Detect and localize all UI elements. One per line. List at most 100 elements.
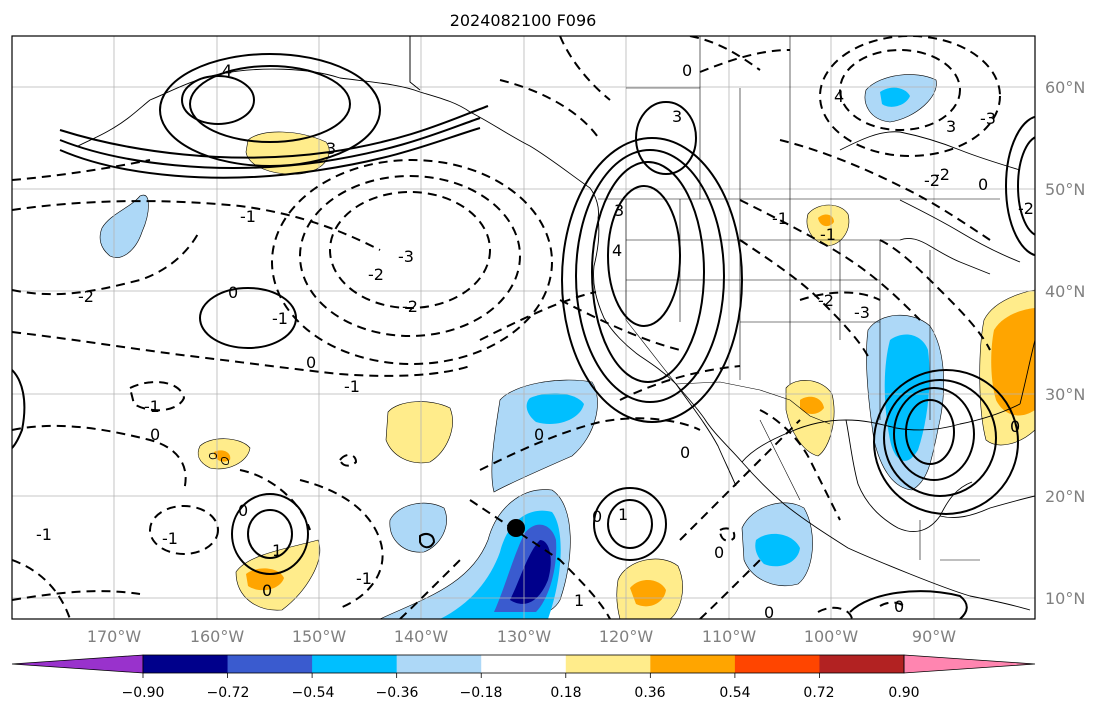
map-panel: 4 3 -1 -2 0 -1 -3 -2 0 -1 0 -2 -1 0 0 1 … xyxy=(11,35,1036,622)
coastlines xyxy=(77,36,1035,611)
contour-label: 3 xyxy=(672,107,682,126)
contour-label: 1 xyxy=(574,591,584,610)
colorbar-tick-label: 0.90 xyxy=(888,685,919,701)
colorbar-tick-label: −0.72 xyxy=(207,685,250,701)
contour-label: 0 xyxy=(680,443,690,462)
colorbar-tick-label: −0.18 xyxy=(460,685,503,701)
colorbar-ticks: −0.90 −0.72 −0.54 −0.36 −0.18 0.18 0.36 … xyxy=(122,685,920,701)
contour-label: 0 xyxy=(534,425,544,444)
contour-label: 1 xyxy=(618,505,628,524)
contour-label: -3 xyxy=(980,109,996,128)
contour-label: -1 xyxy=(356,569,372,588)
contour-label: -2 xyxy=(934,165,950,184)
shade-negative-140w xyxy=(389,502,447,553)
colorbar-tick-label: −0.54 xyxy=(292,685,335,701)
contour-label: -2 xyxy=(368,265,384,284)
colorbar-tick-label: −0.90 xyxy=(122,685,165,701)
colorbar-frame xyxy=(142,654,905,674)
map-frame xyxy=(11,35,1036,620)
contour-label: 0 xyxy=(1010,417,1020,436)
contour-label: 0 xyxy=(592,507,602,526)
contour-label: 4 xyxy=(222,61,232,80)
lat-label: 30°N xyxy=(1045,385,1085,404)
contour-label: 0 xyxy=(682,61,692,80)
shade-negative-cp-south-d xyxy=(510,540,551,604)
lon-label: 130°W xyxy=(497,627,552,646)
contour-label: 0 xyxy=(894,597,904,616)
contour-label: 0 xyxy=(764,603,774,622)
lon-label: 120°W xyxy=(599,627,654,646)
shade-negative-mexico-core xyxy=(755,533,800,567)
lon-label: 140°W xyxy=(394,627,449,646)
contour-label: -1 xyxy=(162,529,178,548)
shade-positive-ep-core xyxy=(630,579,666,607)
contour-label: 3 xyxy=(614,201,624,220)
contour-label: -1 xyxy=(344,377,360,396)
shade-negative-np xyxy=(99,194,149,258)
colorbar-extend-high xyxy=(903,654,1036,674)
contour-label: -2 xyxy=(1018,199,1034,218)
contour-label: -2 xyxy=(78,287,94,306)
shade-negative-cp-north-core xyxy=(526,393,584,424)
shade-positive-texas-core xyxy=(800,396,824,414)
colorbar xyxy=(11,654,1036,678)
contour-label: -2 xyxy=(402,297,418,316)
lat-label: 40°N xyxy=(1045,282,1085,301)
colorbar-segment xyxy=(312,655,398,673)
shade-positive-cp xyxy=(385,401,453,464)
colorbar-segment xyxy=(650,655,736,673)
contour-label: -1 xyxy=(772,209,788,228)
colorbar-tick-label: 0.18 xyxy=(550,685,581,701)
station-marker xyxy=(507,519,525,537)
lat-label: 50°N xyxy=(1045,180,1085,199)
gridlines xyxy=(12,36,1035,619)
contour-label: -1 xyxy=(144,397,160,416)
contour-label: 0 xyxy=(238,501,248,520)
contour-label: 3 xyxy=(946,117,956,136)
lon-label: 100°W xyxy=(804,627,859,646)
borders xyxy=(409,36,1000,561)
shaded-anomalies xyxy=(99,74,1035,619)
lat-label: 10°N xyxy=(1045,589,1085,608)
contour-label: 0 xyxy=(714,543,724,562)
shade-negative-canada-core xyxy=(880,87,910,107)
contour-label: -1 xyxy=(240,207,256,226)
contour-label: -1 xyxy=(820,225,836,244)
latitude-labels: 60°N 50°N 40°N 30°N 20°N 10°N xyxy=(1045,78,1085,608)
colorbar-tick-label: −0.36 xyxy=(376,685,419,701)
colorbar-tick-label: 0.36 xyxy=(634,685,665,701)
contour-label: -1 xyxy=(272,309,288,328)
shade-positive-midwest-core xyxy=(818,214,834,227)
longitude-labels: 170°W 160°W 150°W 140°W 130°W 120°W 110°… xyxy=(87,627,956,646)
colorbar-extend-low xyxy=(11,654,144,674)
colorbar-segment xyxy=(819,655,905,673)
contour-label: 0 xyxy=(978,175,988,194)
colorbar-tick-label: 0.54 xyxy=(719,685,750,701)
colorbar-segment xyxy=(734,655,820,673)
lat-label: 20°N xyxy=(1045,487,1085,506)
contour-label: -1 xyxy=(36,525,52,544)
figure-title: 2024082100 F096 xyxy=(450,11,597,30)
lon-label: 110°W xyxy=(702,627,757,646)
contour-label: 3 xyxy=(326,139,336,158)
contour-label: 1 xyxy=(272,541,282,560)
colorbar-segment xyxy=(396,655,482,673)
shade-negative-gulf-core xyxy=(884,334,930,461)
contour-label: 0 xyxy=(262,581,272,600)
contour-labels: 4 3 -1 -2 0 -1 -3 -2 0 -1 0 -2 -1 0 0 1 … xyxy=(36,61,1034,622)
contour-label: 0 xyxy=(306,353,316,372)
colorbar-segment xyxy=(143,655,229,673)
contour-label: 4 xyxy=(612,241,622,260)
colorbar-segment xyxy=(481,655,567,673)
colorbar-segment xyxy=(565,655,651,673)
shade-positive-hawaii-core xyxy=(214,450,231,462)
contour-label: -3 xyxy=(854,303,870,322)
lat-label: 60°N xyxy=(1045,78,1085,97)
colorbar-segment xyxy=(227,655,313,673)
contour-label: -2 xyxy=(818,291,834,310)
lon-label: 150°W xyxy=(292,627,347,646)
contours-dashed xyxy=(12,36,1001,619)
contour-label: 0 xyxy=(228,283,238,302)
contour-label: -2 xyxy=(924,171,940,190)
